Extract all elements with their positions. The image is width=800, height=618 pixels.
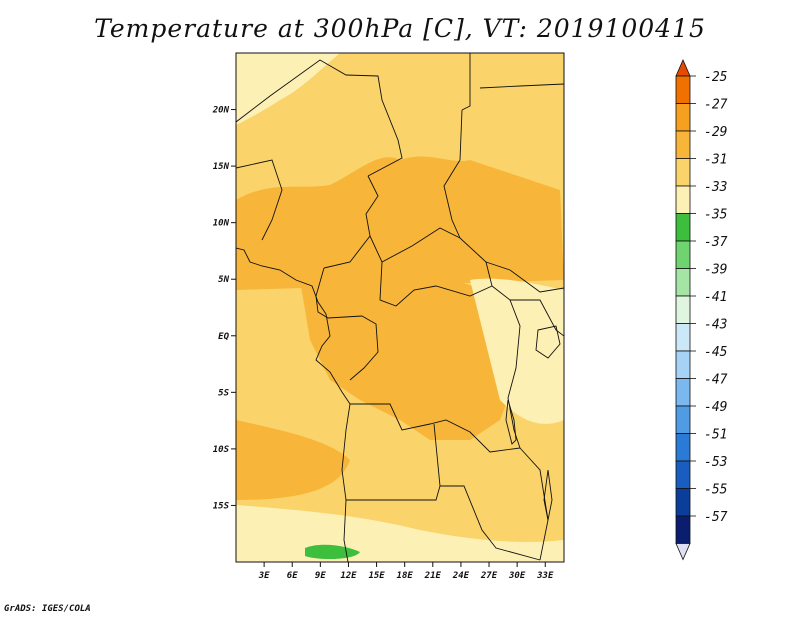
colorbar-label: -41 [704, 290, 727, 305]
border-chad-sudan [443, 109, 463, 239]
border-niger-nigeria [236, 159, 283, 241]
region-southern-cold-patch [305, 544, 360, 560]
border-south-sudan [485, 261, 564, 293]
border-cameroon [315, 267, 363, 319]
colorbar-swatch [675, 158, 691, 187]
border-libya-egypt [461, 53, 471, 111]
lake-malawi [543, 469, 553, 521]
border-tanzania [519, 447, 549, 561]
plot-frame [235, 52, 565, 563]
colorbar-swatch [675, 460, 691, 489]
x-tick-label: 24E [452, 571, 470, 581]
region-angola-warm-band [236, 420, 350, 500]
colorbar-swatch [675, 350, 691, 379]
red-sea-coast [479, 83, 564, 89]
colorbar-swatch [675, 323, 691, 352]
y-tick-label: 5N [218, 275, 229, 285]
colorbar-label: -37 [704, 235, 728, 250]
colorbar-label: -43 [704, 318, 727, 333]
x-tick-label: 6E [287, 571, 298, 581]
colorbar-label: -39 [704, 263, 727, 278]
colorbar-label: -57 [704, 510, 728, 525]
x-tick-label: 3E [258, 571, 270, 581]
colorbar-swatch [675, 75, 691, 104]
colorbar-swatch [675, 405, 691, 434]
colorbar-label: -45 [704, 345, 728, 360]
grads-credit: GrADS: IGES/COLA [4, 604, 91, 614]
y-tick-label: 20N [212, 106, 230, 116]
x-tick-label: 15E [368, 571, 385, 581]
region-northwest-cool [236, 53, 340, 125]
colorbar-arrow-bottom [675, 543, 691, 561]
colorbar-swatch [675, 268, 691, 297]
y-tick-label: 10N [213, 219, 230, 229]
x-tick-label: 18E [397, 571, 414, 581]
coastline [236, 247, 351, 562]
border-car-south [379, 261, 493, 307]
colorbar-swatch [675, 433, 691, 462]
colorbar-label: -25 [704, 70, 728, 85]
x-tick-label: 27E [480, 571, 498, 581]
border-angola-zambia [433, 423, 541, 561]
y-tick-label: 5S [218, 388, 229, 398]
colorbar-label: -29 [704, 125, 727, 140]
colorbar-label: -31 [704, 153, 727, 168]
colorbar-label: -51 [704, 428, 727, 443]
colorbar-swatch [675, 378, 691, 407]
chart-title: Temperature at 300hPa [C], VT: 201910041… [94, 14, 706, 43]
x-tick-label: 12E [340, 571, 357, 581]
colorbar-label: -35 [704, 208, 728, 223]
colorbar-swatch [675, 488, 691, 517]
border-congo [349, 315, 379, 381]
colorbar-swatch [675, 103, 691, 132]
y-tick-label: 15N [213, 162, 230, 172]
y-tick-label: 15S [213, 501, 230, 511]
y-tick-label: EQ [218, 332, 229, 342]
colorbar-label: -47 [704, 373, 728, 388]
colorbar-swatch [675, 213, 691, 242]
x-tick-label: 33E [536, 571, 554, 581]
lake-tanganyika [505, 399, 517, 445]
colorbar-label: -33 [704, 180, 727, 195]
border-namibia [346, 485, 441, 501]
colorbar-arrow-top [675, 59, 691, 77]
x-tick-label: 9E [315, 571, 326, 581]
border-algeria-libya [236, 59, 403, 177]
colorbar-label: -27 [704, 98, 728, 113]
colorbar-label: -49 [704, 400, 727, 415]
x-tick-label: 30E [508, 571, 526, 581]
border-chad [323, 175, 379, 269]
colorbar-swatch [675, 295, 691, 324]
region-east-africa-cool [470, 278, 564, 424]
region-central-africa-warm [270, 180, 480, 280]
lake-victoria [535, 325, 561, 359]
colorbar-swatch [675, 240, 691, 269]
x-tick-label: 21E [424, 571, 442, 581]
colorbar-swatch [675, 130, 691, 159]
border-drc-south [350, 403, 521, 453]
border-east [510, 299, 564, 337]
colorbar-label: -53 [704, 455, 727, 470]
y-tick-label: 10S [213, 445, 230, 455]
colorbar-swatch [675, 185, 691, 214]
colorbar-swatch [675, 515, 691, 544]
region-congo-warm [300, 270, 520, 440]
colorbar-label: -55 [704, 483, 728, 498]
